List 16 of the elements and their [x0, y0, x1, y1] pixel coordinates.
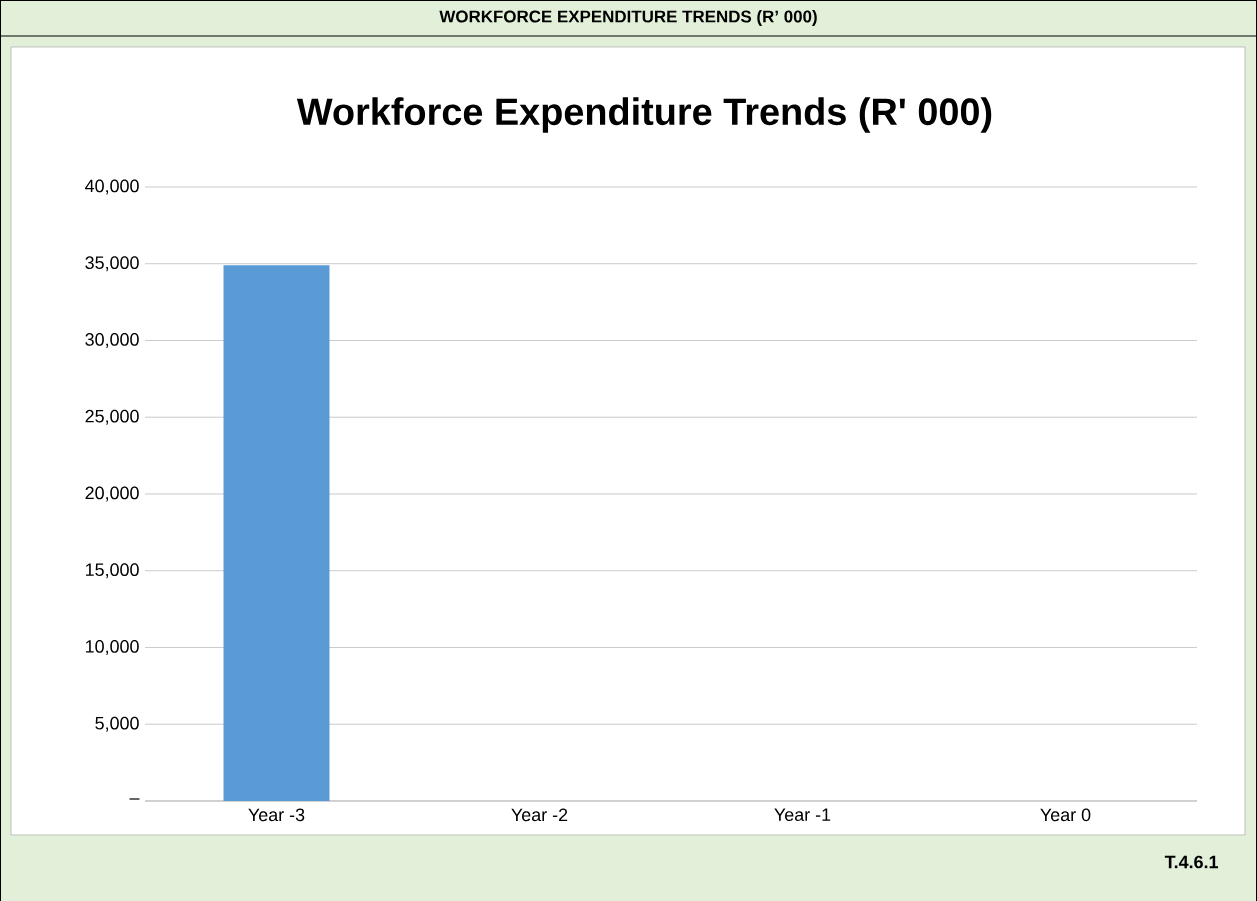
- chart-title: Workforce Expenditure Trends (R' 000): [296, 97, 992, 133]
- x-tick-label: Year 0: [1040, 808, 1091, 822]
- text: WORKFORCE EXPENDITURE TRENDS (R’ 000): [439, 10, 817, 26]
- y-tick-label: 5,000: [95, 716, 139, 732]
- y-tick-label: 10,000: [86, 640, 139, 655]
- x-tick-label: Year -3: [248, 808, 305, 822]
- y-tick-label: 25,000: [85, 409, 139, 425]
- y-tick-label: 15,000: [86, 563, 139, 579]
- x-tick-label: Year -1: [774, 808, 831, 822]
- y-tick-label: 20,000: [85, 486, 139, 502]
- y-tick-label: 40,000: [85, 179, 139, 195]
- y-tick-label: 35,000: [85, 256, 139, 272]
- text: T.4.6.1: [1164, 855, 1219, 869]
- x-tick-label: Year -2: [511, 808, 568, 822]
- y-tick-label: 30,000: [85, 333, 139, 348]
- y-tick-label: –: [129, 798, 140, 800]
